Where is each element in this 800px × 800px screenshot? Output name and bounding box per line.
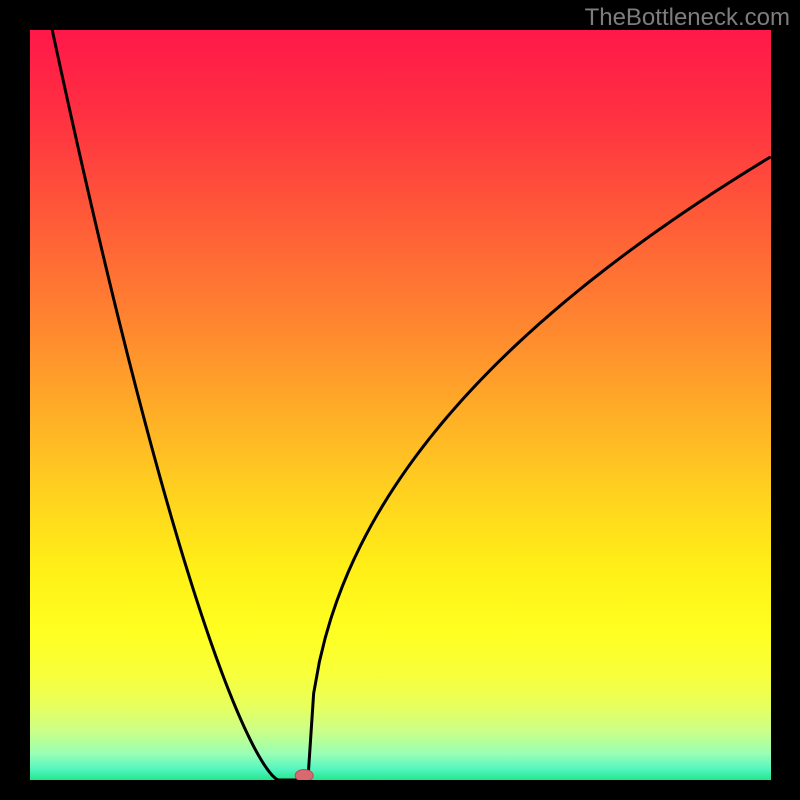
current-position-marker	[295, 770, 313, 781]
chart-container: TheBottleneck.com	[0, 0, 800, 800]
watermark-text: TheBottleneck.com	[585, 4, 790, 32]
bottleneck-plot	[30, 30, 771, 780]
